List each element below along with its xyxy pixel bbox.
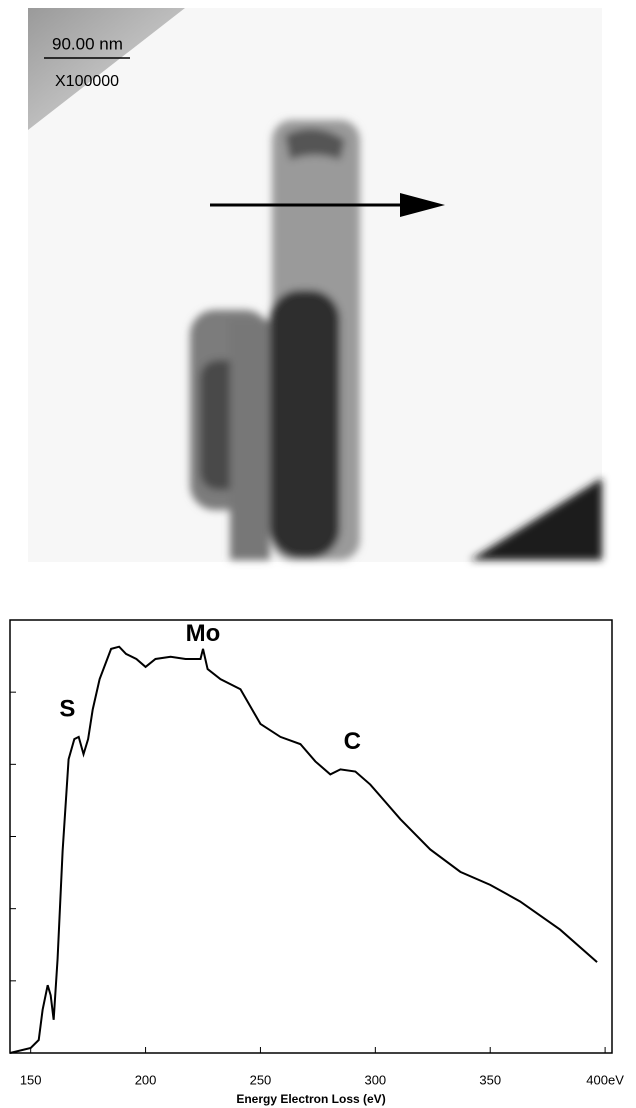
peak-label: S: [59, 696, 75, 723]
peak-label: C: [344, 728, 361, 755]
x-tick-label: 350: [479, 1072, 501, 1087]
x-tick-label: 400eV: [586, 1072, 624, 1087]
spectrum-chart: Energy Electron Loss (eV) 150 200 250 300 35…: [9, 619, 624, 1106]
x-tick-label: 150: [20, 1072, 42, 1087]
micrograph: 90.00 nm X100000: [28, 8, 602, 562]
spectrum-line: [9, 645, 598, 1054]
nanorod: [190, 120, 360, 560]
x-tick-label: 300: [364, 1072, 386, 1087]
x-tick-label: 200: [135, 1072, 157, 1087]
arrow-head: [400, 193, 445, 217]
magnification-label: X100000: [55, 73, 119, 90]
image-corner: [28, 8, 185, 130]
x-axis-label: Energy Electron Loss (eV): [236, 1092, 385, 1106]
plot-frame: [9, 619, 613, 1054]
scale-label: 90.00 nm: [52, 34, 123, 53]
x-tick-label: 250: [250, 1072, 272, 1087]
peak-label: Mo: [186, 620, 221, 647]
corner-object: [470, 478, 602, 560]
